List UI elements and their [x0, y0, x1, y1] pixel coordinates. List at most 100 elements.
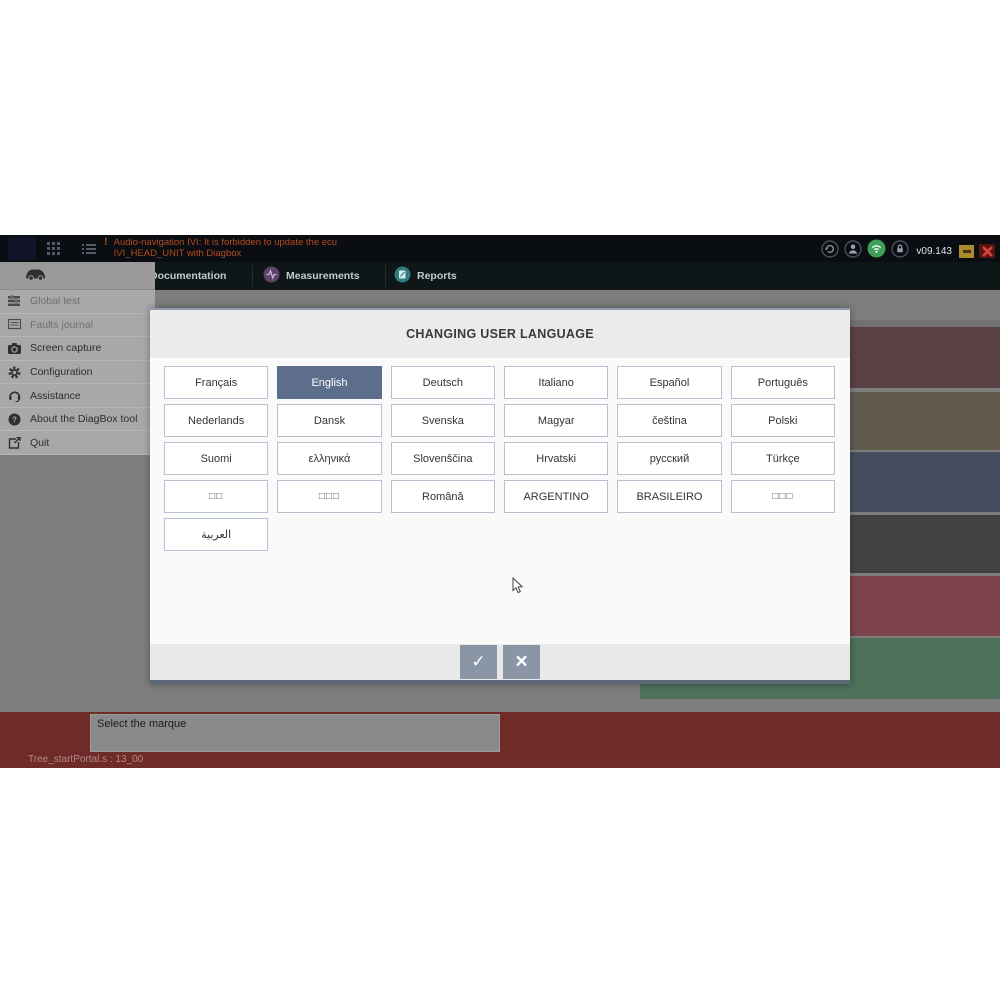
- app-logo: [8, 237, 36, 260]
- sidebar-header[interactable]: [0, 262, 155, 290]
- language-button[interactable]: □□□: [277, 480, 382, 513]
- version-label: v09.143: [916, 245, 952, 257]
- language-button[interactable]: Svenska: [390, 404, 495, 437]
- sidebar-item-label: Faults journal: [30, 318, 94, 331]
- language-button[interactable]: Magyar: [504, 404, 609, 437]
- sidebar-item-label: Configuration: [30, 366, 93, 379]
- language-button[interactable]: Hrvatski: [504, 442, 609, 475]
- menu-item-reports[interactable]: Reports: [394, 262, 457, 290]
- reports-icon: [394, 266, 411, 286]
- tree-path-label: Tree_startPortal.s : 13_00: [28, 754, 144, 765]
- sidebar-items: Global test Faults journal Screen captur…: [0, 290, 155, 456]
- language-button[interactable]: Português: [730, 366, 835, 399]
- language-button[interactable]: Français: [164, 366, 269, 399]
- confirm-button[interactable]: ✓: [460, 645, 497, 679]
- language-grid: Français English Deutsch Italiano Español Por…: [164, 366, 835, 551]
- status-message-box: Select the marque: [90, 714, 500, 752]
- language-button[interactable]: ARGENTINO: [504, 480, 609, 513]
- language-button[interactable]: Türkçe: [730, 442, 835, 475]
- refresh-icon[interactable]: [821, 239, 840, 263]
- language-button[interactable]: Dansk: [277, 404, 382, 437]
- language-label: Svenska: [421, 414, 464, 427]
- language-label: □□□: [772, 491, 794, 502]
- mouse-cursor: [512, 576, 524, 599]
- language-button[interactable]: Español: [617, 366, 722, 399]
- language-button[interactable]: Nederlands: [164, 404, 269, 437]
- language-label: Türkçe: [766, 452, 800, 465]
- language-button[interactable]: العربية: [164, 518, 269, 551]
- sidebar-item-label: Quit: [30, 436, 50, 449]
- menu-item-measurements[interactable]: Measurements: [263, 262, 360, 290]
- language-label: Slovenščina: [413, 452, 473, 465]
- menu-item-label: Documentation: [150, 270, 227, 282]
- language-label: Português: [757, 376, 808, 389]
- close-button[interactable]: [979, 244, 995, 258]
- language-label: □□□: [318, 491, 341, 502]
- sidebar-item-label: Screen capture: [30, 342, 102, 355]
- language-button[interactable]: □□: [164, 480, 269, 513]
- vehicle-tile[interactable]: [850, 576, 1000, 636]
- sidebar-item-screen-capture[interactable]: Screen capture: [0, 337, 155, 361]
- headset-icon: [8, 389, 21, 403]
- language-button[interactable]: BRASILEIRO: [617, 480, 722, 513]
- sidebar-item-assistance[interactable]: Assistance: [0, 384, 155, 408]
- vehicle-tile[interactable]: [850, 392, 1000, 450]
- language-button[interactable]: □□□: [730, 480, 835, 513]
- language-button[interactable]: English: [277, 366, 382, 399]
- language-label: Español: [649, 376, 690, 389]
- sidebar-item-configuration[interactable]: Configuration: [0, 361, 155, 385]
- language-button[interactable]: русский: [617, 442, 722, 475]
- language-label: Hrvatski: [536, 452, 577, 465]
- lock-icon[interactable]: [891, 239, 910, 263]
- menu-bar: Documentation Measurements Reports: [0, 262, 1000, 290]
- dialog-footer: ✓ ×: [150, 644, 850, 680]
- language-button[interactable]: Slovenščina: [390, 442, 495, 475]
- vehicle-tile[interactable]: [850, 452, 1000, 512]
- sidebar-item-label: Assistance: [30, 389, 81, 402]
- exit-icon: [8, 436, 21, 449]
- camera-icon: [8, 342, 21, 354]
- language-button[interactable]: Română: [390, 480, 495, 513]
- gear-icon: [8, 366, 21, 379]
- menu-item-label: Reports: [417, 270, 457, 282]
- sidebar-item-faults-journal[interactable]: Faults journal: [0, 314, 155, 338]
- language-button[interactable]: ελληνικά: [277, 442, 382, 475]
- language-label: Română: [422, 490, 464, 503]
- sidebar-item-quit[interactable]: Quit: [0, 431, 155, 456]
- warning-line2: IVI_HEAD_UNIT with Diagbox: [113, 248, 242, 259]
- language-button[interactable]: Polski: [730, 404, 835, 437]
- menu-separator: [252, 265, 253, 287]
- sidebar-item-global-test[interactable]: Global test: [0, 290, 155, 314]
- language-label: Deutsch: [422, 376, 463, 389]
- language-button[interactable]: čeština: [617, 404, 722, 437]
- language-button[interactable]: Suomi: [164, 442, 269, 475]
- language-button[interactable]: Deutsch: [390, 366, 495, 399]
- language-label: čeština: [652, 414, 687, 427]
- grid-menu-icon[interactable]: [47, 242, 60, 260]
- faults-journal-icon: [8, 319, 21, 330]
- language-label: Polski: [768, 414, 798, 427]
- menu-item-documentation[interactable]: Documentation: [150, 262, 226, 290]
- list-menu-icon[interactable]: [82, 242, 96, 260]
- status-band: Select the marque Tree_startPortal.s : 1…: [0, 712, 1000, 768]
- language-label: BRASILEIRO: [636, 490, 703, 503]
- svg-text:?: ?: [12, 415, 17, 424]
- language-button[interactable]: Italiano: [504, 366, 609, 399]
- sidebar: Global test Faults journal Screen captur…: [0, 262, 155, 456]
- cancel-button[interactable]: ×: [503, 645, 540, 679]
- sidebar-item-about[interactable]: ? About the DiagBox tool: [0, 408, 155, 432]
- help-icon: ?: [8, 413, 21, 426]
- measurements-icon: [263, 266, 280, 286]
- user-icon[interactable]: [844, 239, 863, 263]
- wifi-icon[interactable]: [867, 239, 886, 263]
- language-label: Français: [195, 376, 238, 389]
- car-icon: [24, 266, 47, 286]
- warning-message: ! Audio-navigation IVI: It is forbidden …: [104, 236, 337, 260]
- language-label: Dansk: [313, 414, 346, 427]
- minimize-button[interactable]: [959, 244, 974, 258]
- dialog-title: CHANGING USER LANGUAGE: [406, 327, 594, 341]
- vehicle-tile[interactable]: [850, 327, 1000, 388]
- sidebar-item-label: About the DiagBox tool: [30, 413, 138, 426]
- warning-icon: !: [104, 236, 108, 248]
- vehicle-tile[interactable]: [850, 515, 1000, 573]
